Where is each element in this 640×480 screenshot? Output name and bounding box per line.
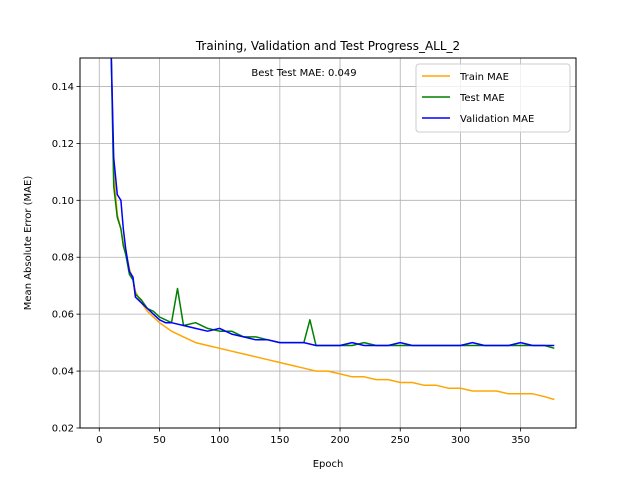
series-line-validation-mae <box>110 58 555 347</box>
x-ticks: 0 50 100 150 200 250 300 350 <box>96 428 530 446</box>
y-tick-label: 0.12 <box>52 139 74 150</box>
y-tick-label: 0.14 <box>52 82 74 93</box>
x-tick-label: 300 <box>451 435 470 446</box>
x-tick-label: 50 <box>153 435 166 446</box>
x-axis-label: Epoch <box>313 459 344 470</box>
chart-title: Training, Validation and Test Progress_A… <box>195 39 460 53</box>
series-layer <box>110 58 555 401</box>
legend: Train MAE Test MAE Validation MAE <box>415 63 571 133</box>
x-tick-label: 150 <box>270 435 289 446</box>
x-tick-label: 0 <box>96 435 102 446</box>
y-ticks: 0.02 0.04 0.06 0.08 0.10 0.12 0.14 <box>52 82 80 435</box>
legend-label-validation-mae: Validation MAE <box>460 114 534 125</box>
legend-box <box>415 63 571 133</box>
plot-frame <box>79 57 577 429</box>
y-tick-label: 0.10 <box>52 196 74 207</box>
y-axis-label: Mean Absolute Error (MAE) <box>23 176 34 311</box>
y-tick-label: 0.08 <box>52 253 74 264</box>
x-tick-label: 200 <box>330 435 349 446</box>
legend-label-test-mae: Test MAE <box>459 93 505 104</box>
y-tick-label: 0.06 <box>52 310 74 321</box>
x-tick-label: 350 <box>511 435 530 446</box>
y-tick-label: 0.02 <box>52 424 74 435</box>
legend-label-train-mae: Train MAE <box>459 72 509 83</box>
y-tick-label: 0.04 <box>52 367 74 378</box>
best-test-mae-annotation: Best Test MAE: 0.049 <box>251 68 356 79</box>
x-tick-label: 250 <box>391 435 410 446</box>
x-tick-label: 100 <box>210 435 229 446</box>
